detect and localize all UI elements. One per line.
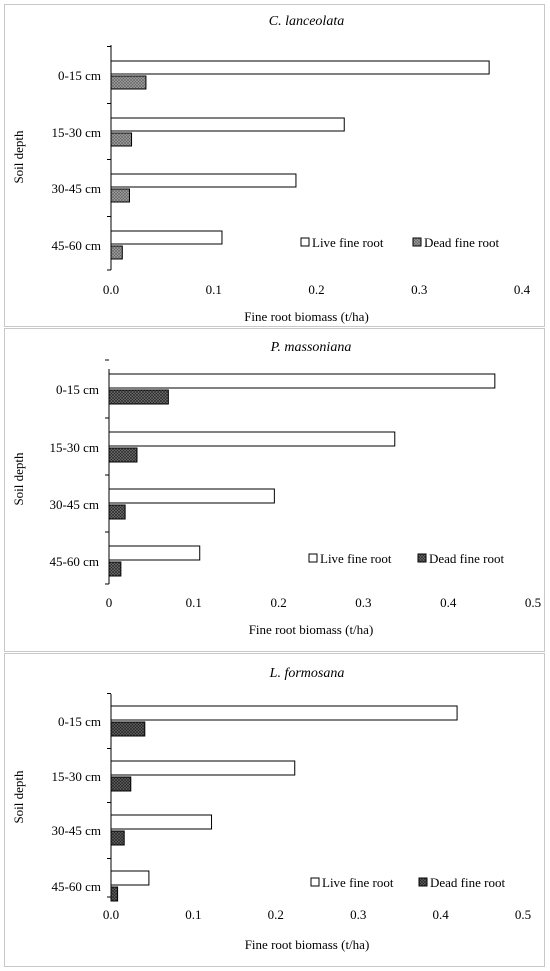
bar-dead-3-2 bbox=[110, 830, 125, 846]
x-tick-label-2-1: 0.1 bbox=[186, 595, 202, 610]
bar-dead-3-3 bbox=[110, 886, 119, 902]
bar-dead-3-1 bbox=[110, 776, 132, 792]
x-tick-label-3-2: 0.2 bbox=[268, 907, 284, 922]
x-tick-label-1-3: 0.3 bbox=[411, 282, 427, 297]
category-label-3-3: 45-60 cm bbox=[52, 879, 101, 894]
legend-swatch-live-2 bbox=[308, 553, 318, 563]
x-axis-label-3: Fine root biomass (t/ha) bbox=[245, 937, 370, 952]
x-axis-label-1: Fine root biomass (t/ha) bbox=[244, 309, 369, 324]
x-tick-label-3-5: 0.5 bbox=[515, 907, 531, 922]
x-axis-label-2: Fine root biomass (t/ha) bbox=[249, 622, 374, 637]
chart-panel-1: C. lanceolata 0-15 cm 15-30 cm 30-45 cm 45-6… bbox=[4, 4, 545, 327]
bar-live-3-0 bbox=[110, 705, 458, 721]
category-label-3-1: 15-30 cm bbox=[52, 769, 101, 784]
chart-svg-2: P. massoniana 0-15 cm 15-30 cm 30-45 cm 45-6… bbox=[11, 340, 541, 637]
category-label-1-0: 0-15 cm bbox=[58, 68, 101, 83]
y-axis-label-2: Soil depth bbox=[11, 452, 26, 506]
bar-dead-2-3 bbox=[108, 561, 122, 577]
legend-swatch-live-1 bbox=[300, 237, 310, 247]
x-tick-label-2-5: 0.5 bbox=[525, 595, 541, 610]
category-label-2-1: 15-30 cm bbox=[50, 440, 99, 455]
bar-live-3-2 bbox=[110, 814, 213, 830]
legend-label-live-3: Live fine root bbox=[322, 875, 394, 890]
bar-live-1-0 bbox=[110, 60, 490, 75]
category-label-1-2: 30-45 cm bbox=[52, 181, 101, 196]
bar-live-2-1 bbox=[108, 431, 396, 447]
category-label-3-2: 30-45 cm bbox=[52, 823, 101, 838]
legend-swatch-dead-2 bbox=[417, 553, 427, 563]
category-label-2-3: 45-60 cm bbox=[50, 554, 99, 569]
x-tick-label-3-1: 0.1 bbox=[185, 907, 201, 922]
bar-live-1-1 bbox=[110, 117, 345, 132]
category-label-3-0: 0-15 cm bbox=[58, 714, 101, 729]
y-axis-label-1: Soil depth bbox=[11, 130, 26, 184]
legend-swatch-live-3 bbox=[310, 877, 320, 887]
chart-title-1: C. lanceolata bbox=[269, 14, 344, 29]
chart-panel-2: P. massoniana 0-15 cm 15-30 cm 30-45 cm 45-6… bbox=[4, 328, 545, 652]
x-tick-label-1-0: 0.0 bbox=[103, 282, 119, 297]
bar-dead-2-0 bbox=[108, 389, 169, 405]
x-tick-label-2-4: 0.4 bbox=[440, 595, 457, 610]
bar-live-3-3 bbox=[110, 870, 150, 886]
bar-live-3-1 bbox=[110, 760, 296, 776]
bar-dead-1-1 bbox=[110, 132, 133, 147]
y-axis-label-3: Soil depth bbox=[11, 770, 26, 824]
chart-svg-1: C. lanceolata 0-15 cm 15-30 cm 30-45 cm 45-6… bbox=[11, 14, 531, 324]
bar-dead-1-2 bbox=[110, 188, 130, 203]
chart-title-2: P. massoniana bbox=[270, 340, 352, 355]
bar-live-2-0 bbox=[108, 373, 496, 389]
x-tick-label-1-1: 0.1 bbox=[206, 282, 222, 297]
x-tick-label-2-2: 0.2 bbox=[270, 595, 286, 610]
x-tick-label-1-4: 0.4 bbox=[514, 282, 531, 297]
bar-dead-3-0 bbox=[110, 721, 146, 737]
bar-live-2-2 bbox=[108, 488, 275, 504]
x-tick-label-2-3: 0.3 bbox=[355, 595, 371, 610]
x-tick-label-3-0: 0.0 bbox=[103, 907, 119, 922]
category-label-1-3: 45-60 cm bbox=[52, 238, 101, 253]
legend-label-dead-1: Dead fine root bbox=[424, 235, 499, 250]
x-tick-label-3-3: 0.3 bbox=[350, 907, 366, 922]
legend-label-dead-2: Dead fine root bbox=[429, 551, 504, 566]
x-tick-label-3-4: 0.4 bbox=[432, 907, 449, 922]
category-label-1-1: 15-30 cm bbox=[52, 125, 101, 140]
chart-title-3: L. formosana bbox=[269, 666, 345, 681]
category-label-2-0: 0-15 cm bbox=[56, 382, 99, 397]
bar-live-1-3 bbox=[110, 230, 223, 245]
legend-label-live-1: Live fine root bbox=[312, 235, 384, 250]
bar-dead-1-3 bbox=[110, 245, 123, 260]
category-label-2-2: 30-45 cm bbox=[50, 497, 99, 512]
x-tick-label-1-2: 0.2 bbox=[308, 282, 324, 297]
chart-panel-3: L. formosana 0-15 cm 15-30 cm 30-45 cm 45-60… bbox=[4, 653, 545, 967]
legend-swatch-dead-3 bbox=[418, 877, 428, 887]
legend-swatch-dead-1 bbox=[412, 237, 422, 247]
x-tick-label-2-0: 0 bbox=[106, 595, 113, 610]
bar-live-1-2 bbox=[110, 173, 297, 188]
legend-label-dead-3: Dead fine root bbox=[430, 875, 505, 890]
legend-label-live-2: Live fine root bbox=[320, 551, 392, 566]
bar-live-2-3 bbox=[108, 545, 201, 561]
bar-dead-1-0 bbox=[110, 75, 147, 90]
bar-dead-2-1 bbox=[108, 447, 138, 463]
chart-svg-3: L. formosana 0-15 cm 15-30 cm 30-45 cm 45-60… bbox=[11, 666, 531, 952]
bar-dead-2-2 bbox=[108, 504, 126, 520]
